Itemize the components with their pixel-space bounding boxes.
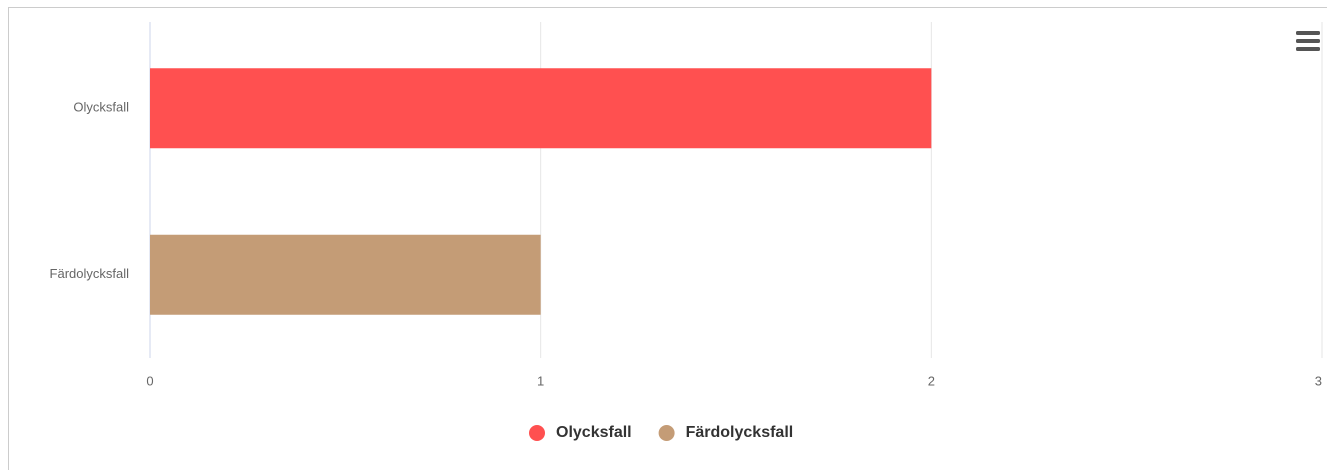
bar	[150, 235, 541, 315]
x-tick-label: 3	[1315, 373, 1322, 388]
menu-button[interactable]	[1296, 31, 1320, 51]
y-tick-label: Olycksfall	[73, 100, 129, 115]
menu-bar	[1296, 31, 1320, 35]
legend-label: Olycksfall	[556, 424, 632, 441]
y-tick-label: Färdolycksfall	[50, 266, 130, 281]
menu-bar	[1296, 47, 1320, 51]
legend-label: Färdolycksfall	[686, 424, 794, 441]
bar	[150, 68, 931, 148]
x-tick-label: 1	[537, 373, 544, 388]
menu-bar	[1296, 39, 1320, 43]
x-tick-label: 2	[928, 373, 935, 388]
x-tick-label: 0	[146, 373, 153, 388]
legend-marker	[529, 425, 545, 441]
legend-marker	[659, 425, 675, 441]
